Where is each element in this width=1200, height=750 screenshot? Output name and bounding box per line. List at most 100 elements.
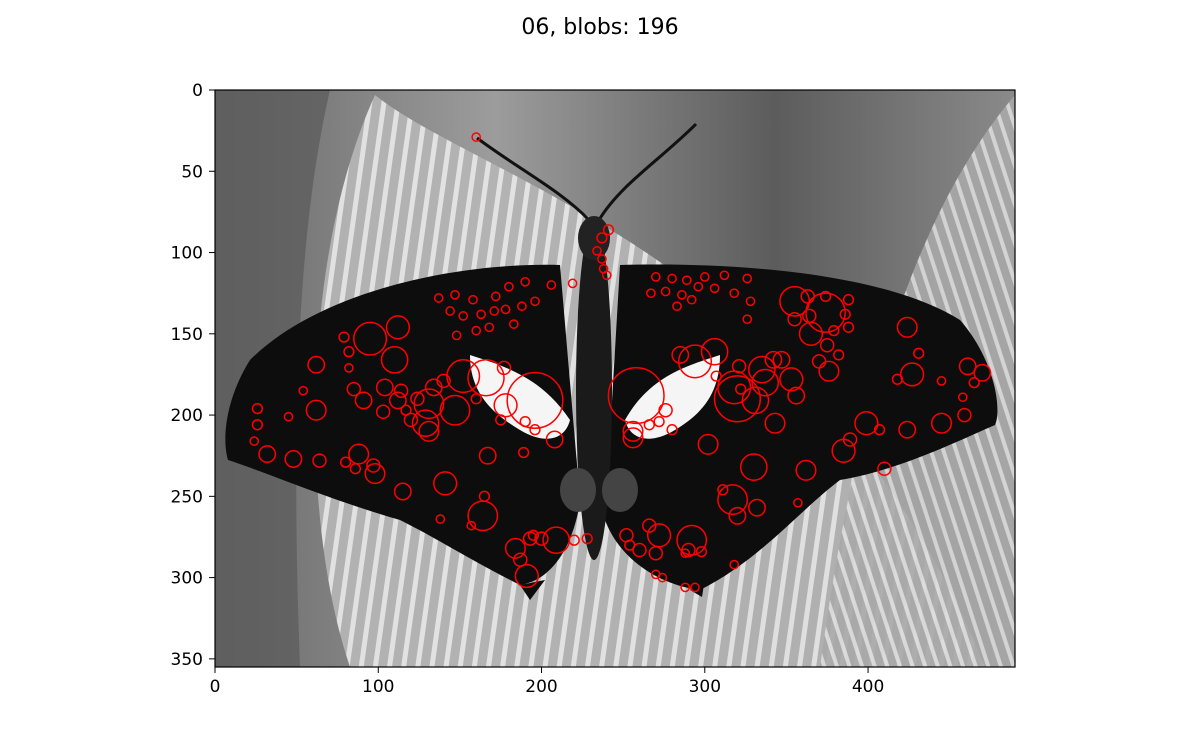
blob-marker [506, 371, 564, 429]
blob-marker [568, 534, 580, 546]
blob-marker [642, 518, 657, 533]
blob-marker [601, 270, 612, 281]
blob-marker [819, 337, 835, 353]
blob-marker [648, 545, 664, 561]
blob-marker [470, 393, 482, 405]
blob-marker [873, 424, 886, 436]
blob-marker [400, 404, 412, 416]
y-tick-label: 200 [171, 406, 203, 426]
blob-marker [435, 514, 446, 524]
blob-marker [393, 482, 412, 501]
blob-marker [930, 412, 953, 434]
blob-marker [764, 350, 783, 369]
blob-marker [913, 347, 925, 359]
y-axis: 0 50 100 150 200 250 300 350 [171, 81, 215, 670]
blob-marker [842, 294, 855, 306]
x-tick-label: 200 [525, 677, 557, 697]
blob-marker [643, 419, 655, 431]
blob-marker [831, 438, 856, 463]
blob-marker [957, 407, 972, 423]
blob-marker [710, 370, 722, 382]
x-tick-label: 100 [362, 677, 394, 697]
blob-marker [973, 363, 992, 382]
blob-marker [819, 290, 832, 303]
blob-marker [596, 232, 608, 244]
blob-marker [833, 349, 845, 361]
blob-marker [514, 563, 539, 589]
blob-marker [828, 324, 840, 337]
blob-marker [484, 322, 495, 333]
blob-marker [936, 376, 947, 386]
blob-marker [671, 345, 690, 364]
blob-marker [779, 367, 804, 392]
blob-marker [385, 315, 411, 340]
blob-marker [660, 286, 671, 297]
blob-marker [393, 383, 409, 398]
blob-marker [439, 394, 471, 426]
x-tick-label: 0 [210, 677, 221, 697]
blob-marker [490, 291, 501, 302]
blob-marker [520, 276, 531, 287]
blob-marker [735, 383, 747, 395]
blob-marker [709, 283, 720, 294]
blob-marker [451, 330, 462, 341]
blob-marker [436, 373, 451, 389]
blob-marker [410, 391, 425, 407]
blob-marker [346, 381, 362, 397]
blob-marker [354, 391, 373, 410]
blob-marker [500, 304, 511, 315]
blob-marker [751, 368, 780, 397]
blob-marker [344, 363, 354, 373]
blob-marker [375, 378, 394, 397]
x-tick-label: 400 [852, 677, 884, 697]
blob-marker [478, 446, 497, 465]
blob-marker [522, 531, 538, 546]
blob-marker [284, 450, 303, 468]
blob-marker [364, 463, 386, 485]
blob-marker [622, 427, 644, 449]
blob-marker [353, 321, 388, 356]
blob-marker [646, 288, 656, 299]
blob-marker [700, 337, 729, 366]
blob-marker [508, 319, 519, 329]
blob-marker [695, 545, 708, 558]
y-tick-label: 300 [171, 569, 203, 589]
blob-marker [717, 484, 729, 496]
blob-marker [805, 292, 846, 334]
y-tick-label: 250 [171, 487, 203, 507]
blob-marker [493, 393, 518, 418]
blob-marker [467, 358, 505, 397]
blob-marker [307, 355, 326, 374]
blob-marker [305, 399, 327, 421]
blob-marker [672, 301, 682, 312]
blob-marker [681, 275, 692, 286]
blob-marker [739, 453, 768, 481]
blob-marker [800, 289, 815, 304]
blob-marker [411, 409, 440, 438]
blob-marker [646, 523, 672, 548]
blob-marker [854, 411, 879, 436]
blob-marker [530, 296, 540, 307]
blob-marker [719, 270, 730, 281]
blob-marker [818, 360, 840, 382]
blob-marker [697, 433, 719, 455]
blob-marker [713, 375, 762, 423]
blob-marker [567, 278, 578, 289]
blob-marker [680, 548, 691, 559]
blob-marker [650, 272, 661, 282]
blob-marker [592, 246, 602, 256]
blob-marker [517, 301, 527, 312]
blob-marker [471, 132, 482, 142]
blob-marker [433, 471, 458, 496]
blob-marker [657, 572, 668, 583]
blob-marker [677, 289, 687, 300]
blob-marker [658, 402, 673, 418]
blob-marker [468, 294, 478, 305]
blob-marker [458, 311, 469, 321]
blob-marker [787, 386, 806, 405]
blob-marker [249, 436, 260, 446]
blob-marker [602, 224, 615, 236]
blob-marker [717, 484, 749, 516]
y-tick-label: 100 [171, 244, 203, 264]
blob-marker [666, 424, 678, 436]
